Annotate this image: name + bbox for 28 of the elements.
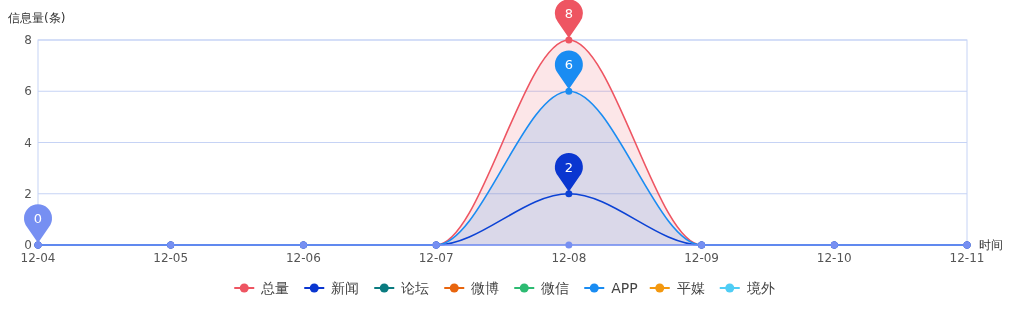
x-tick-label: 12-04: [20, 251, 56, 265]
x-tick-label: 12-10: [816, 251, 852, 265]
legend-label: 平媒: [676, 280, 705, 296]
legend-label: 论坛: [401, 280, 430, 296]
legend-label: 总量: [260, 280, 290, 296]
legend-label: 微信: [541, 280, 570, 296]
x-tick-label: 12-08: [551, 251, 587, 265]
pin: 6: [554, 50, 583, 90]
data-label: 2: [564, 159, 573, 175]
y-tick-label: 8: [24, 33, 32, 47]
data-label: 8: [564, 6, 573, 21]
y-tick-label: 6: [24, 84, 32, 99]
x-tick-label: 12-06: [285, 251, 321, 265]
x-axis-title: 时间: [979, 238, 1003, 252]
x-tick-label: 12-11: [949, 251, 985, 265]
y-tick-label: 2: [24, 186, 32, 201]
y-axis-title: 信息量(条): [8, 11, 66, 25]
pin: 8: [554, 0, 583, 38]
x-tick-label: 12-09: [684, 251, 720, 265]
x-tick-label: 12-07: [418, 251, 454, 265]
y-tick-label: 4: [24, 135, 32, 150]
data-label: 6: [564, 57, 573, 73]
x-tick-label: 12-05: [153, 251, 189, 265]
legend-label: 境外: [745, 280, 775, 296]
legend-label: 微博: [471, 280, 500, 296]
legend-label: 新闻: [331, 280, 360, 296]
pin: 2: [554, 153, 583, 192]
legend-label: APP: [611, 280, 638, 296]
